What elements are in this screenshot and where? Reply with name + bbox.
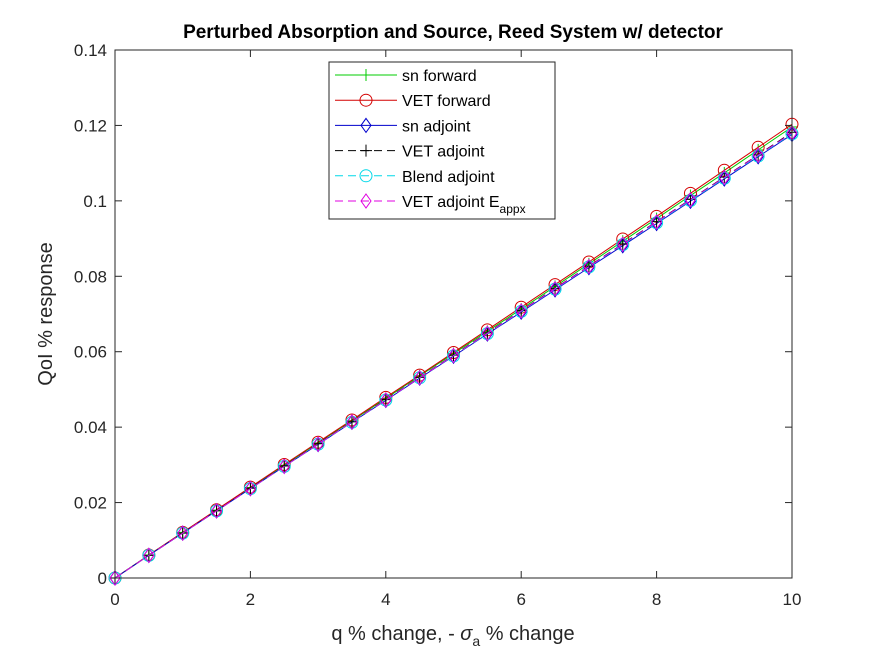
series-5-point-12	[515, 303, 527, 319]
series-5-point-16	[650, 214, 663, 230]
legend-label-4: Blend adjoint	[402, 169, 495, 186]
y-tick-label-1: 0.02	[74, 494, 107, 513]
x-axis-label-subscript: a	[472, 633, 480, 649]
series-3-point-7	[345, 415, 358, 428]
series-5-point-1	[143, 547, 155, 564]
legend-entries: sn forward VET forward sn adjoint VET adjoi…	[335, 68, 526, 216]
series-2-point-12	[515, 304, 527, 320]
series-4-point-3	[210, 504, 224, 518]
y-tick-label-3: 0.06	[74, 343, 107, 362]
series-3-point-14	[582, 260, 595, 273]
series-2-point-14	[583, 259, 595, 276]
legend-entry-5: VET adjoint Eappx	[335, 193, 526, 216]
series-3-point-17	[684, 193, 697, 206]
legend-label-text-3: VET adjoint	[402, 144, 485, 161]
y-tick-label-7: 0.14	[74, 41, 107, 60]
legend-marker-4	[359, 169, 373, 183]
legend-entry-1: VET forward	[335, 93, 491, 110]
legend-marker-2	[360, 117, 372, 134]
series-5-point-9	[414, 369, 426, 386]
x-axis-label-prefix: q % change, -	[331, 623, 460, 645]
series-layer	[108, 117, 799, 586]
legend-label-3: VET adjoint	[402, 144, 485, 161]
legend-marker-1	[359, 93, 373, 107]
series-4-point-8	[379, 393, 393, 407]
series-3-point-15	[616, 237, 629, 250]
series-3-point-16	[650, 215, 663, 228]
axes-layer	[114, 49, 793, 579]
legend-label-text-1: VET forward	[402, 93, 491, 110]
series-5-point-8	[380, 392, 392, 408]
legend-label-text-0: sn forward	[402, 68, 477, 85]
legend-label-1: VET forward	[402, 93, 491, 110]
legend-label-subscript-5: appx	[500, 202, 526, 216]
series-5-point-3	[210, 503, 223, 519]
x-tick-label-4: 8	[652, 590, 661, 609]
legend-marker-3	[360, 144, 372, 157]
x-tick-label-2: 4	[381, 590, 390, 609]
series-line-5	[114, 132, 793, 579]
legend-label-5: VET adjoint Eappx	[402, 194, 526, 216]
series-5-point-6	[312, 436, 324, 452]
legend: sn forward VET forward sn adjoint VET adjoi…	[328, 61, 556, 220]
series-4-point-1	[142, 548, 156, 562]
legend-entry-3: VET adjoint	[335, 144, 485, 161]
axes-box	[114, 49, 793, 579]
series-5-point-14	[583, 258, 595, 275]
y-tick-label-2: 0.04	[74, 418, 107, 437]
legend-entry-0: sn forward	[335, 68, 477, 85]
series-5-point-17	[684, 191, 697, 208]
x-axis-label: q % change, - σa % change	[331, 623, 574, 649]
x-axis-label-symbol: σ	[460, 623, 473, 645]
y-tick-label-4: 0.08	[74, 267, 107, 286]
series-5-point-5	[278, 458, 290, 475]
series-5-point-7	[346, 414, 358, 430]
series-2-point-13	[549, 282, 561, 298]
series-5-point-13	[549, 280, 561, 297]
x-axis-ticks: 0 2 4 6 8 10	[110, 50, 801, 609]
legend-box	[328, 61, 556, 220]
y-tick-label-5: 0.1	[83, 192, 107, 211]
series-4-point-4	[243, 482, 257, 496]
series-3-point-6	[312, 437, 325, 450]
series-3-point-8	[379, 393, 392, 406]
y-tick-label-6: 0.12	[74, 116, 107, 135]
series-4-point-5	[277, 459, 291, 473]
x-tick-label-1: 2	[246, 590, 255, 609]
x-axis-label-suffix: % change	[480, 623, 575, 645]
legend-entry-4: Blend adjoint	[335, 169, 495, 186]
y-axis-ticks: 0 0.02 0.04 0.06 0.08 0.1 0.12 0.14	[74, 41, 792, 588]
legend-label-text-2: sn adjoint	[402, 118, 471, 135]
series-5-point-18	[718, 169, 730, 186]
series-4-point-6	[311, 437, 325, 451]
series-5-point-10	[447, 347, 460, 364]
series-5-point-15	[617, 236, 629, 253]
legend-label-2: sn adjoint	[402, 118, 471, 135]
y-axis-label: QoI % response	[35, 242, 57, 385]
series-5-point-4	[244, 480, 257, 497]
x-tick-label-3: 6	[516, 590, 525, 609]
series-5-point-0	[109, 570, 121, 586]
chart-title: Perturbed Absorption and Source, Reed Sy…	[183, 22, 723, 43]
series-4-point-9	[413, 371, 427, 385]
legend-label-text-4: Blend adjoint	[402, 169, 495, 186]
y-tick-label-0: 0	[98, 569, 107, 588]
series-5-point-2	[177, 525, 189, 541]
legend-entry-2: sn adjoint	[335, 117, 471, 135]
legend-marker-5	[360, 193, 372, 209]
series-5-point-19	[752, 147, 764, 164]
series-5-point-11	[481, 325, 493, 342]
legend-label-text-5: VET adjoint E	[402, 194, 500, 211]
legend-label-0: sn forward	[402, 68, 477, 85]
series-5	[109, 125, 798, 586]
x-tick-label-0: 0	[110, 590, 119, 609]
series-4-point-2	[176, 526, 190, 540]
legend-marker-0	[360, 69, 372, 81]
x-tick-label-5: 10	[783, 590, 802, 609]
